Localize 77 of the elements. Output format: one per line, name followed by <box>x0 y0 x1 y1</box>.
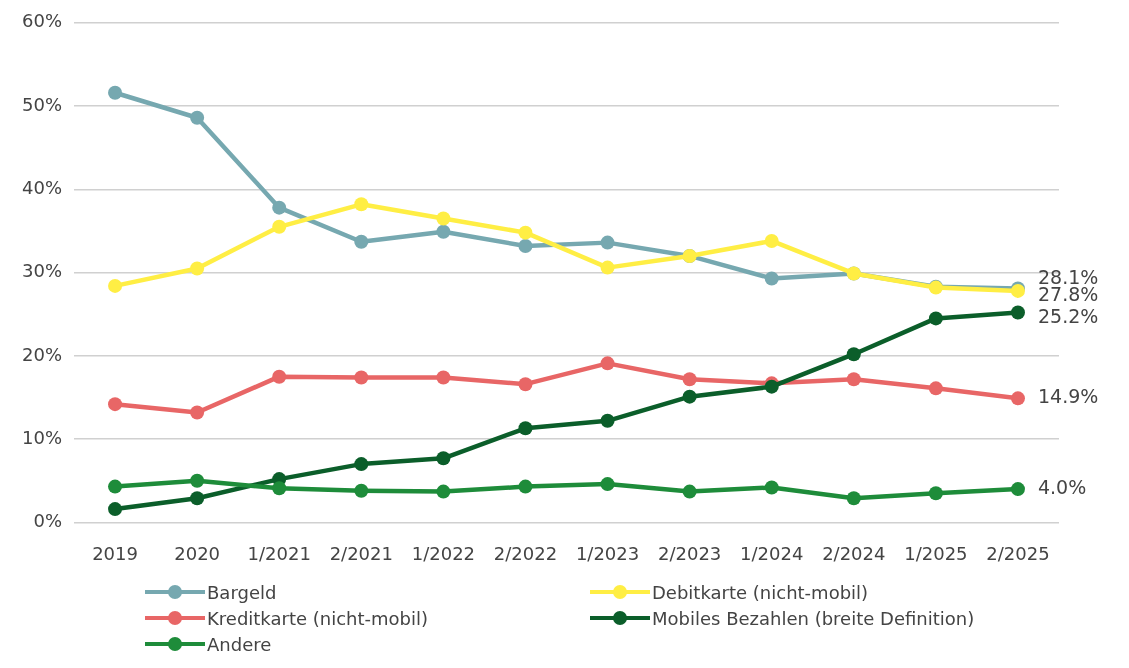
x-tick-label: 2/2022 <box>493 542 558 564</box>
point <box>600 235 615 250</box>
y-tick-label: 10% <box>21 426 63 448</box>
legend-label: Kreditkarte (nicht-mobil) <box>207 607 429 629</box>
x-tick-label: 2/2023 <box>657 542 722 564</box>
point <box>108 397 123 412</box>
x-tick-label: 2/2021 <box>329 542 393 564</box>
point <box>682 484 697 499</box>
point <box>190 110 205 125</box>
data-label: 25.2% <box>1037 304 1099 327</box>
point <box>354 457 369 472</box>
point <box>108 502 123 517</box>
point <box>928 381 943 396</box>
point <box>1010 482 1025 497</box>
point <box>354 483 369 498</box>
point <box>190 473 205 488</box>
point <box>600 356 615 371</box>
point <box>436 224 451 239</box>
y-tick-label: 40% <box>21 177 63 199</box>
point <box>354 234 369 249</box>
point <box>518 421 533 436</box>
point <box>272 200 287 215</box>
data-label: 14.9% <box>1037 385 1099 408</box>
legend-label: Bargeld <box>207 581 277 603</box>
point <box>1010 305 1025 320</box>
point <box>436 451 451 466</box>
point <box>190 261 205 276</box>
point <box>436 211 451 226</box>
y-tick-label: 50% <box>21 93 63 115</box>
point <box>272 219 287 234</box>
point <box>600 413 615 428</box>
point <box>518 238 533 253</box>
point <box>354 370 369 385</box>
x-tick-label: 2019 <box>92 542 138 564</box>
x-tick-label: 2/2025 <box>986 542 1050 564</box>
legend-label: Mobiles Bezahlen (breite Definition) <box>652 607 975 629</box>
point <box>764 233 779 248</box>
point <box>846 372 861 387</box>
point <box>518 225 533 240</box>
point <box>928 311 943 326</box>
y-tick-label: 60% <box>21 10 63 32</box>
point <box>846 347 861 362</box>
legend-label: Andere <box>207 633 272 655</box>
point <box>846 491 861 506</box>
point <box>764 480 779 495</box>
x-tick-label: 1/2022 <box>411 542 476 564</box>
x-tick-label: 1/2024 <box>740 542 804 564</box>
point <box>682 389 697 404</box>
point <box>354 197 369 212</box>
point <box>190 405 205 420</box>
point <box>600 260 615 275</box>
point <box>682 372 697 387</box>
point <box>436 484 451 499</box>
data-label: 28.1% <box>1037 265 1099 288</box>
y-tick-label: 0% <box>33 510 63 532</box>
point <box>518 377 533 392</box>
legend-label: Debitkarte (nicht-mobil) <box>652 581 869 603</box>
x-tick-label: 1/2021 <box>247 542 311 564</box>
x-tick-label: 2020 <box>174 542 221 564</box>
point <box>518 479 533 494</box>
point <box>108 85 123 100</box>
point <box>436 370 451 385</box>
point <box>928 486 943 501</box>
point <box>108 479 123 494</box>
point <box>190 491 205 506</box>
y-tick-label: 20% <box>21 343 63 365</box>
x-tick-label: 1/2023 <box>575 542 640 564</box>
point <box>764 271 779 286</box>
point <box>108 278 123 293</box>
y-tick-label: 30% <box>21 260 63 282</box>
point <box>272 369 287 384</box>
point <box>1010 391 1025 406</box>
data-label: 4.0% <box>1037 476 1087 499</box>
point <box>272 481 287 496</box>
point <box>600 477 615 492</box>
x-tick-label: 1/2025 <box>904 542 968 564</box>
x-tick-label: 2/2024 <box>822 542 886 564</box>
